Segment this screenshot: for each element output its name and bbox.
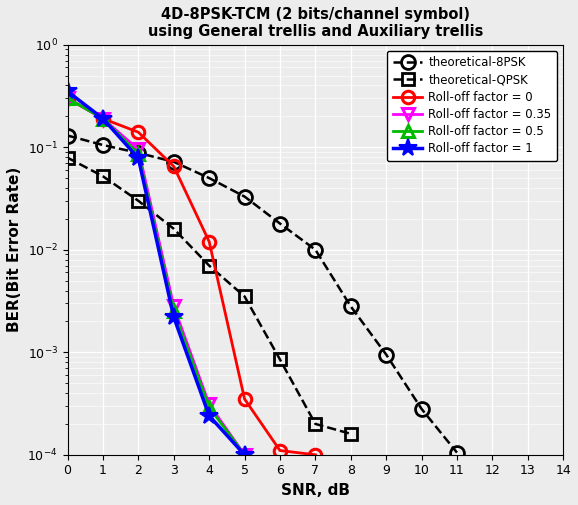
theoretical-8PSK xyxy=(383,351,390,358)
Roll-off factor = 1 xyxy=(64,88,71,94)
Roll-off factor = 0.35 xyxy=(206,401,213,408)
Legend: theoretical-8PSK, theoretical-QPSK, Roll-off factor = 0, Roll-off factor = 0.35,: theoretical-8PSK, theoretical-QPSK, Roll… xyxy=(387,50,557,161)
Roll-off factor = 0 xyxy=(99,116,106,122)
Roll-off factor = 0.5 xyxy=(206,405,213,411)
Roll-off factor = 0.35 xyxy=(241,452,248,458)
Roll-off factor = 0 xyxy=(135,129,142,135)
Roll-off factor = 0 xyxy=(312,452,319,458)
Line: Roll-off factor = 0.35: Roll-off factor = 0.35 xyxy=(61,92,251,461)
Roll-off factor = 0 xyxy=(276,447,283,453)
Roll-off factor = 1 xyxy=(206,413,213,419)
Roll-off factor = 1 xyxy=(171,314,177,320)
theoretical-QPSK xyxy=(171,226,177,232)
theoretical-QPSK xyxy=(347,431,354,437)
Roll-off factor = 0.5 xyxy=(241,452,248,458)
Roll-off factor = 0 xyxy=(171,163,177,169)
Roll-off factor = 0.5 xyxy=(99,116,106,122)
theoretical-8PSK xyxy=(312,247,319,253)
Roll-off factor = 0.35 xyxy=(64,95,71,102)
Roll-off factor = 0 xyxy=(64,95,71,102)
theoretical-8PSK xyxy=(171,159,177,165)
theoretical-8PSK xyxy=(206,175,213,181)
Line: Roll-off factor = 1: Roll-off factor = 1 xyxy=(58,82,254,464)
Roll-off factor = 0 xyxy=(206,238,213,244)
Line: theoretical-QPSK: theoretical-QPSK xyxy=(62,152,356,439)
Y-axis label: BER(Bit Error Rate): BER(Bit Error Rate) xyxy=(7,167,22,332)
Roll-off factor = 1 xyxy=(99,116,106,122)
Line: Roll-off factor = 0.5: Roll-off factor = 0.5 xyxy=(61,92,251,461)
theoretical-QPSK xyxy=(64,155,71,161)
theoretical-8PSK xyxy=(454,449,461,456)
Roll-off factor = 0.35 xyxy=(135,146,142,153)
theoretical-8PSK xyxy=(276,221,283,227)
theoretical-8PSK xyxy=(99,142,106,148)
theoretical-8PSK xyxy=(241,193,248,199)
Roll-off factor = 1 xyxy=(241,452,248,458)
Roll-off factor = 0.5 xyxy=(171,309,177,315)
theoretical-QPSK xyxy=(99,173,106,179)
theoretical-QPSK xyxy=(276,357,283,363)
Roll-off factor = 0.5 xyxy=(64,95,71,102)
theoretical-QPSK xyxy=(241,293,248,299)
Title: 4D-8PSK-TCM (2 bits/channel symbol)
using General trellis and Auxiliary trellis: 4D-8PSK-TCM (2 bits/channel symbol) usin… xyxy=(148,7,483,39)
Roll-off factor = 0.35 xyxy=(99,116,106,122)
Roll-off factor = 0 xyxy=(241,396,248,402)
Roll-off factor = 0.5 xyxy=(135,151,142,157)
theoretical-8PSK xyxy=(135,150,142,156)
Line: theoretical-8PSK: theoretical-8PSK xyxy=(61,129,464,460)
theoretical-QPSK xyxy=(206,263,213,269)
theoretical-8PSK xyxy=(347,304,354,310)
theoretical-8PSK xyxy=(64,132,71,138)
theoretical-8PSK xyxy=(418,406,425,412)
Line: Roll-off factor = 0: Roll-off factor = 0 xyxy=(61,92,321,461)
theoretical-QPSK xyxy=(135,198,142,204)
theoretical-QPSK xyxy=(312,421,319,427)
Roll-off factor = 1 xyxy=(135,155,142,161)
X-axis label: SNR, dB: SNR, dB xyxy=(281,483,350,498)
Roll-off factor = 0.35 xyxy=(171,304,177,310)
